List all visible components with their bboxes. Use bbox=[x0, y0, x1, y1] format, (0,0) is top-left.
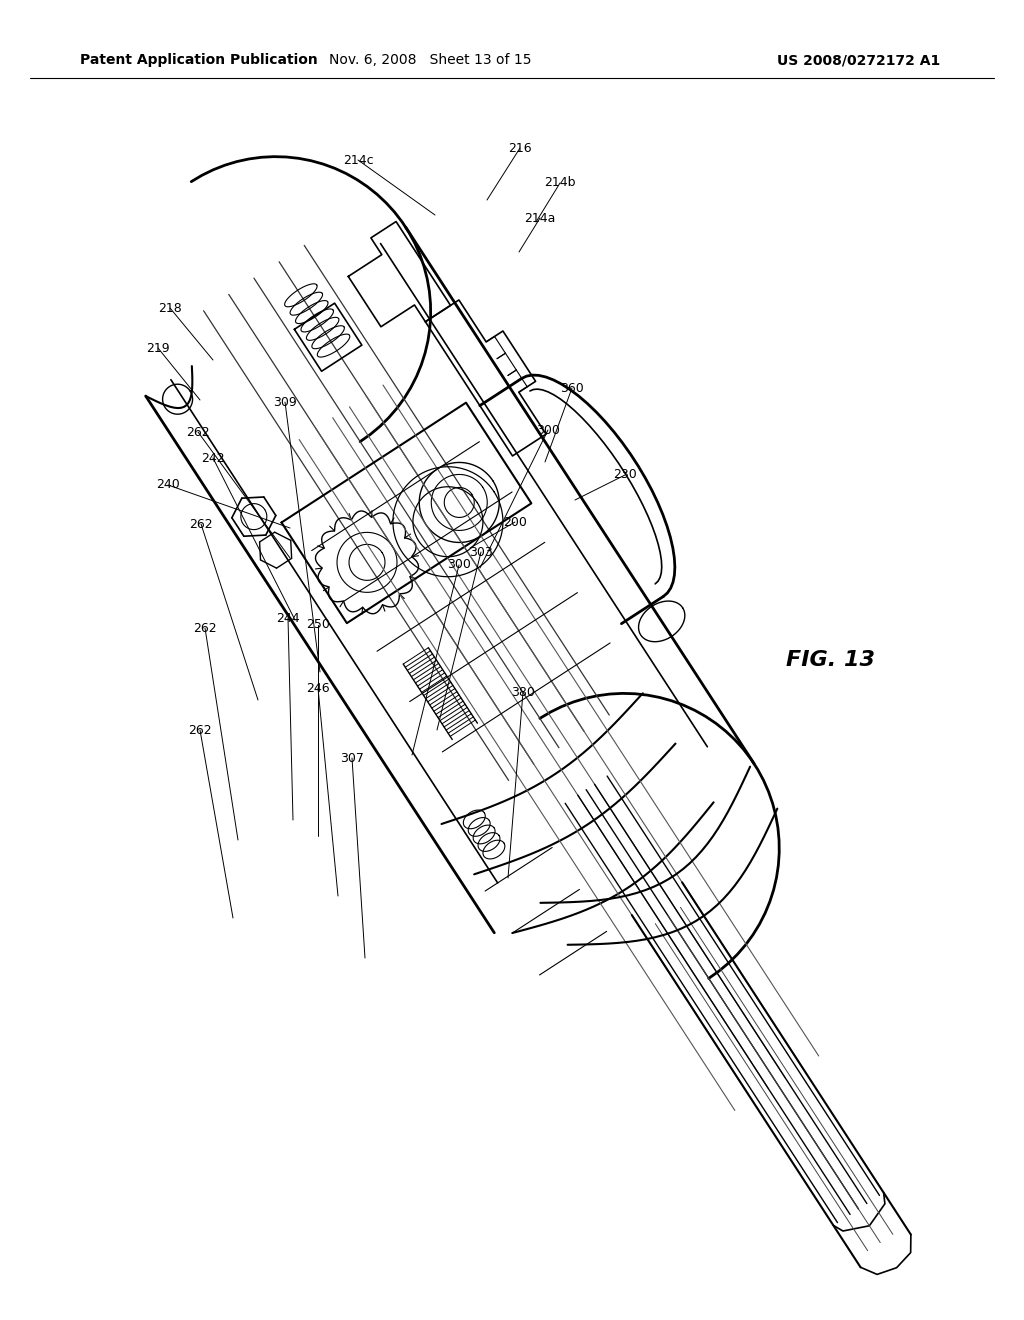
Text: FIG. 13: FIG. 13 bbox=[785, 649, 874, 671]
Text: 300: 300 bbox=[447, 558, 471, 572]
Text: 262: 262 bbox=[189, 517, 213, 531]
Text: 360: 360 bbox=[560, 381, 584, 395]
Text: 214a: 214a bbox=[524, 211, 556, 224]
Text: 246: 246 bbox=[306, 681, 330, 694]
Text: 244: 244 bbox=[276, 611, 300, 624]
Text: 240: 240 bbox=[156, 479, 180, 491]
Text: 307: 307 bbox=[340, 751, 364, 764]
Text: 262: 262 bbox=[186, 425, 210, 438]
Text: 303: 303 bbox=[469, 545, 493, 558]
Text: 230: 230 bbox=[613, 469, 637, 482]
Text: 262: 262 bbox=[188, 723, 212, 737]
Text: 218: 218 bbox=[158, 301, 182, 314]
Text: 214b: 214b bbox=[544, 177, 575, 190]
Text: 219: 219 bbox=[146, 342, 170, 355]
Text: 262: 262 bbox=[194, 622, 217, 635]
Text: 380: 380 bbox=[511, 685, 535, 698]
Text: 242: 242 bbox=[201, 451, 225, 465]
Text: Nov. 6, 2008   Sheet 13 of 15: Nov. 6, 2008 Sheet 13 of 15 bbox=[329, 53, 531, 67]
Text: Patent Application Publication: Patent Application Publication bbox=[80, 53, 317, 67]
Text: 200: 200 bbox=[503, 516, 527, 528]
Text: 309: 309 bbox=[273, 396, 297, 408]
Text: 216: 216 bbox=[508, 141, 531, 154]
Text: US 2008/0272172 A1: US 2008/0272172 A1 bbox=[777, 53, 940, 67]
Text: 300: 300 bbox=[536, 424, 560, 437]
Text: 250: 250 bbox=[306, 619, 330, 631]
Text: 214c: 214c bbox=[343, 153, 374, 166]
